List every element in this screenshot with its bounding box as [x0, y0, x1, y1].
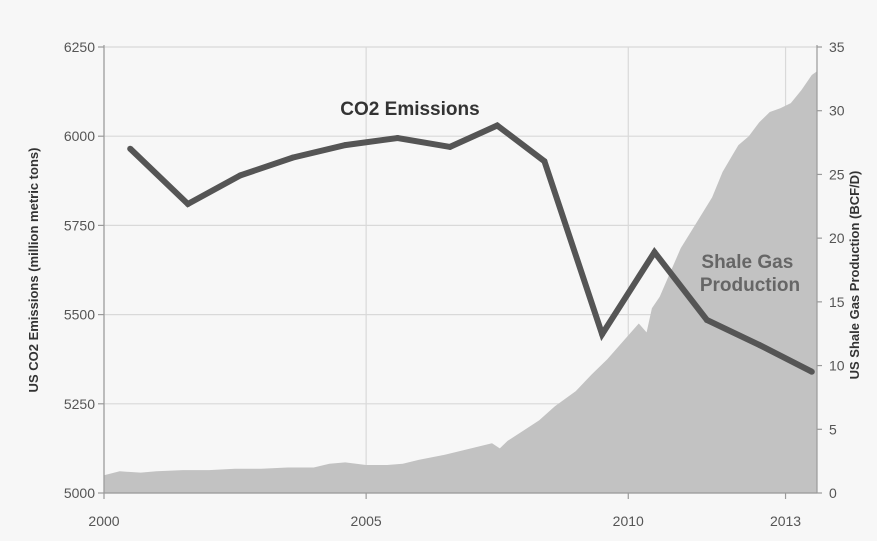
x-tick-label: 2010 — [613, 513, 644, 529]
co2-data-point — [289, 154, 296, 161]
right-tick-label: 35 — [829, 39, 845, 55]
right-tick-label: 5 — [829, 421, 837, 437]
right-axis-title: US Shale Gas Production (BCF/D) — [847, 171, 862, 380]
left-tick-label: 5000 — [64, 485, 95, 501]
shale-gas-label-line-2: Production — [700, 275, 800, 296]
left-tick-label: 5750 — [64, 217, 95, 233]
shale-gas-label-line-1: Shale Gas — [701, 252, 793, 273]
co2-emissions-line — [128, 122, 814, 375]
x-tick-label: 2013 — [770, 513, 801, 529]
left-tick-label: 5500 — [64, 307, 95, 323]
co2-series-label: CO2 Emissions — [340, 99, 479, 120]
co2-data-point — [237, 172, 244, 179]
co2-data-point — [756, 341, 763, 348]
shale-gas-series-label: Shale Gas Production — [700, 252, 800, 296]
co2-data-point — [651, 249, 658, 256]
right-tick-label: 15 — [829, 294, 845, 310]
co2-data-point — [184, 201, 191, 207]
co2-data-point — [447, 143, 453, 150]
co2-data-point — [808, 368, 815, 375]
co2-data-point — [127, 145, 134, 152]
co2-data-point — [703, 317, 710, 323]
x-tick-label: 2005 — [351, 513, 382, 529]
co2-data-point — [541, 158, 548, 165]
right-tick-label: 10 — [829, 358, 845, 374]
left-tick-label: 6000 — [64, 128, 95, 144]
right-tick-label: 20 — [829, 230, 845, 246]
right-tick-label: 0 — [829, 485, 837, 501]
co2-data-point — [342, 142, 349, 149]
right-tick-label: 30 — [829, 103, 845, 119]
right-tick-label: 25 — [829, 166, 845, 182]
co2-data-point — [394, 135, 401, 141]
left-axis-title: US CO2 Emissions (million metric tons) — [26, 148, 41, 393]
left-tick-label: 6250 — [64, 39, 95, 55]
co2-data-point — [494, 122, 501, 129]
x-tick-label: 2000 — [88, 513, 119, 529]
left-tick-label: 5250 — [64, 396, 95, 412]
co2-data-point — [599, 331, 606, 338]
shale-gas-area — [104, 71, 817, 493]
